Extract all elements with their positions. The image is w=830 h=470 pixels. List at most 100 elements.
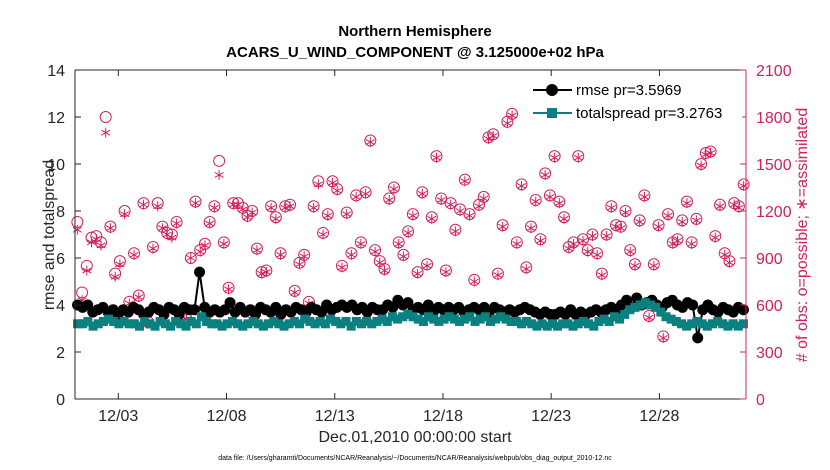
point-totalspread — [295, 319, 305, 329]
legend-totalspread-marker — [547, 108, 557, 118]
obs-assimilated-marker — [516, 180, 527, 191]
obs-assimilated-marker — [356, 238, 366, 249]
obs-assimilated-marker — [658, 332, 668, 343]
point-totalspread — [682, 321, 692, 331]
point-totalspread — [367, 319, 377, 329]
point-totalspread — [315, 316, 325, 326]
point-totalspread — [594, 316, 604, 326]
point-totalspread — [455, 316, 465, 326]
point-totalspread — [135, 321, 145, 331]
point-totalspread — [506, 316, 516, 326]
point-totalspread — [573, 319, 583, 329]
point-totalspread — [109, 316, 119, 326]
point-rmse — [692, 332, 704, 344]
legend-box — [528, 78, 742, 128]
legend-rmse-marker — [546, 84, 558, 96]
obs-assimilated-marker — [389, 184, 399, 195]
point-totalspread — [124, 319, 134, 329]
obs-assimilated-marker — [464, 210, 475, 221]
obs-assimilated-marker — [72, 224, 82, 235]
point-totalspread — [486, 316, 496, 326]
point-totalspread — [527, 319, 537, 329]
obs-assimilated-marker — [620, 207, 631, 218]
point-totalspread — [651, 302, 661, 312]
y-tick-label-left: 0 — [56, 392, 65, 409]
point-totalspread — [723, 321, 733, 331]
point-totalspread — [212, 319, 222, 329]
point-totalspread — [424, 312, 434, 322]
legend-rmse-label: rmse pr=3.5969 — [576, 82, 681, 99]
obs-assimilated-marker — [597, 270, 607, 281]
point-rmse — [224, 297, 236, 309]
obs-assimilated-marker — [431, 152, 442, 163]
point-totalspread — [568, 321, 578, 331]
point-totalspread — [511, 316, 521, 326]
point-totalspread — [537, 319, 547, 329]
legend: rmse pr=3.5969 totalspread pr=3.2763 — [528, 78, 742, 128]
x-ticks: 12/03 12/08 12/13 12/18 12/23 12/28 — [98, 70, 680, 425]
point-totalspread — [707, 319, 717, 329]
point-totalspread — [227, 316, 237, 326]
y-axis-left-label: rmse and totalspread — [41, 160, 58, 310]
obs-assimilated-marker — [280, 202, 290, 213]
obs-assimilated-marker — [715, 201, 725, 212]
point-totalspread — [666, 314, 676, 324]
point-totalspread — [630, 302, 640, 312]
y-tick-label-left: 10 — [47, 157, 65, 174]
obs-assimilated-marker — [271, 213, 281, 224]
obs-assimilated-marker — [361, 188, 371, 199]
point-totalspread — [620, 309, 630, 319]
point-totalspread — [728, 319, 738, 329]
point-totalspread — [713, 316, 723, 326]
point-totalspread — [718, 319, 728, 329]
point-totalspread — [351, 316, 361, 326]
y-tick-label-right: 600 — [756, 298, 783, 315]
point-totalspread — [196, 312, 206, 322]
point-totalspread — [93, 319, 103, 329]
obs-assimilated-marker — [342, 209, 352, 220]
obs-assimilated-marker — [327, 177, 338, 188]
point-totalspread — [635, 300, 645, 310]
obs-assimilated-marker — [611, 221, 621, 232]
point-totalspread — [661, 312, 671, 322]
obs-assimilated-marker — [691, 215, 701, 226]
point-totalspread — [160, 319, 170, 329]
obs-assimilated-marker — [507, 110, 517, 121]
obs-assimilated-marker — [550, 152, 560, 163]
point-totalspread — [346, 321, 356, 331]
point-totalspread — [253, 319, 263, 329]
obs-assimilated-marker — [261, 267, 271, 278]
obs-assimilated-marker — [545, 191, 555, 202]
obs-assimilated-marker — [663, 210, 673, 221]
point-totalspread — [140, 316, 150, 326]
point-totalspread — [258, 321, 268, 331]
obs-assimilated-marker — [238, 204, 248, 215]
point-totalspread — [692, 316, 702, 326]
obs-assimilated-marker — [205, 218, 215, 229]
point-totalspread — [88, 321, 98, 331]
obs-assimilated-marker — [677, 216, 687, 227]
obs-assimilated-marker — [602, 231, 612, 242]
point-totalspread — [372, 316, 382, 326]
point-totalspread — [150, 321, 160, 331]
obs-assimilated-marker — [323, 210, 333, 221]
obs-assimilated-marker — [649, 260, 659, 271]
y-tick-label-left: 6 — [56, 251, 65, 268]
point-totalspread — [377, 314, 387, 324]
obs-layer — [71, 107, 750, 343]
obs-assimilated-marker — [318, 229, 328, 240]
y-tick-label-right: 0 — [756, 392, 765, 409]
obs-assimilated-marker — [687, 238, 697, 249]
obs-assimilated-marker — [223, 284, 234, 295]
point-totalspread — [186, 316, 196, 326]
legend-totalspread-label: totalspread pr=3.2763 — [576, 105, 722, 122]
axes — [74, 69, 747, 400]
point-totalspread — [393, 314, 403, 324]
obs-assimilated-marker — [252, 245, 262, 256]
obs-assimilated-marker — [720, 249, 730, 260]
obs-assimilated-marker — [630, 260, 640, 271]
obs-assimilated-marker — [701, 149, 711, 160]
obs-assimilated-marker — [228, 199, 238, 210]
point-totalspread — [480, 312, 490, 322]
obs-assimilated-marker — [606, 202, 616, 213]
